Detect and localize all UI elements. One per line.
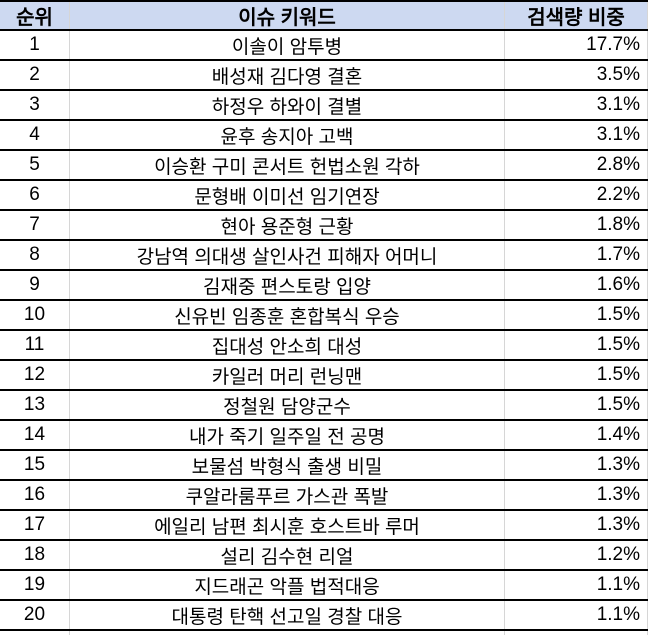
table-row: 20 대통령 탄핵 선고일 경찰 대응 1.1% (0, 601, 648, 631)
share-cell: 1.1% (505, 571, 648, 599)
rank-cell: 1 (0, 31, 70, 59)
share-cell: 2.2% (505, 181, 648, 209)
share-cell: 1.3% (505, 451, 648, 479)
keyword-cell: 지드래곤 악플 법적대응 (70, 571, 505, 599)
table-body: 1 이솔이 암투병 17.7% 2 배성재 김다영 결혼 3.5% 3 하정우 … (0, 31, 648, 631)
rank-cell: 13 (0, 391, 70, 419)
col-header-keyword: 이슈 키워드 (70, 2, 505, 29)
rank-cell: 3 (0, 91, 70, 119)
rank-cell: 18 (0, 541, 70, 569)
share-cell: 2.8% (505, 151, 648, 179)
table-row: 17 에일리 남편 최시훈 호스트바 루머 1.3% (0, 511, 648, 541)
rank-cell: 17 (0, 511, 70, 539)
table-row: 12 카일러 머리 런닝맨 1.5% (0, 361, 648, 391)
table-row: 14 내가 죽기 일주일 전 공명 1.4% (0, 421, 648, 451)
keyword-cell: 배성재 김다영 결혼 (70, 61, 505, 89)
keyword-cell: 이솔이 암투병 (70, 31, 505, 59)
table-row: 19 지드래곤 악플 법적대응 1.1% (0, 571, 648, 601)
share-cell: 17.7% (505, 31, 648, 59)
keyword-cell: 하정우 하와이 결별 (70, 91, 505, 119)
table-row: 8 강남역 의대생 살인사건 피해자 어머니 1.7% (0, 241, 648, 271)
share-cell: 1.7% (505, 241, 648, 269)
keyword-cell: 강남역 의대생 살인사건 피해자 어머니 (70, 241, 505, 269)
share-cell: 1.6% (505, 271, 648, 299)
table-row: 5 이승환 구미 콘서트 헌법소원 각하 2.8% (0, 151, 648, 181)
share-cell: 1.3% (505, 481, 648, 509)
rank-cell: 15 (0, 451, 70, 479)
keyword-cell: 윤후 송지아 고백 (70, 121, 505, 149)
gridline-stub (647, 631, 648, 635)
rank-cell: 9 (0, 271, 70, 299)
table-row: 6 문형배 이미선 임기연장 2.2% (0, 181, 648, 211)
share-cell: 3.1% (505, 91, 648, 119)
rank-cell: 12 (0, 361, 70, 389)
share-cell: 1.2% (505, 541, 648, 569)
col-header-rank: 순위 (0, 2, 70, 29)
keyword-cell: 설리 김수현 리얼 (70, 541, 505, 569)
table-row: 10 신유빈 임종훈 혼합복식 우승 1.5% (0, 301, 648, 331)
rank-cell: 10 (0, 301, 70, 329)
table-row: 13 정철원 담양군수 1.5% (0, 391, 648, 421)
col-header-share: 검색량 비중 (505, 2, 648, 29)
keyword-cell: 에일리 남편 최시훈 호스트바 루머 (70, 511, 505, 539)
keyword-cell: 카일러 머리 런닝맨 (70, 361, 505, 389)
keyword-cell: 집대성 안소희 대성 (70, 331, 505, 359)
gridline-stub (504, 631, 505, 635)
rank-cell: 14 (0, 421, 70, 449)
rank-cell: 16 (0, 481, 70, 509)
keyword-cell: 이승환 구미 콘서트 헌법소원 각하 (70, 151, 505, 179)
rank-cell: 11 (0, 331, 70, 359)
share-cell: 1.4% (505, 421, 648, 449)
rank-cell: 5 (0, 151, 70, 179)
table-header-row: 순위 이슈 키워드 검색량 비중 (0, 2, 648, 31)
table-row: 3 하정우 하와이 결별 3.1% (0, 91, 648, 121)
gridline-stub (69, 631, 70, 635)
rank-cell: 8 (0, 241, 70, 269)
rank-cell: 19 (0, 571, 70, 599)
table-row: 18 설리 김수현 리얼 1.2% (0, 541, 648, 571)
share-cell: 1.1% (505, 601, 648, 629)
keyword-cell: 보물섬 박형식 출생 비밀 (70, 451, 505, 479)
rank-cell: 6 (0, 181, 70, 209)
keyword-cell: 대통령 탄핵 선고일 경찰 대응 (70, 601, 505, 629)
share-cell: 1.8% (505, 211, 648, 239)
table-row: 9 김재중 편스토랑 입양 1.6% (0, 271, 648, 301)
share-cell: 1.3% (505, 511, 648, 539)
table-row: 16 쿠알라룸푸르 가스관 폭발 1.3% (0, 481, 648, 511)
share-cell: 3.1% (505, 121, 648, 149)
share-cell: 1.5% (505, 391, 648, 419)
share-cell: 3.5% (505, 61, 648, 89)
share-cell: 1.5% (505, 301, 648, 329)
keyword-cell: 문형배 이미선 임기연장 (70, 181, 505, 209)
keyword-cell: 쿠알라룸푸르 가스관 폭발 (70, 481, 505, 509)
table-row: 11 집대성 안소희 대성 1.5% (0, 331, 648, 361)
rank-cell: 20 (0, 601, 70, 629)
table-row: 1 이솔이 암투병 17.7% (0, 31, 648, 61)
keyword-cell: 현아 용준형 근황 (70, 211, 505, 239)
rank-cell: 2 (0, 61, 70, 89)
table-row: 4 윤후 송지아 고백 3.1% (0, 121, 648, 151)
table-row: 15 보물섬 박형식 출생 비밀 1.3% (0, 451, 648, 481)
keyword-cell: 김재중 편스토랑 입양 (70, 271, 505, 299)
rank-cell: 7 (0, 211, 70, 239)
table-row: 7 현아 용준형 근황 1.8% (0, 211, 648, 241)
keyword-cell: 내가 죽기 일주일 전 공명 (70, 421, 505, 449)
share-cell: 1.5% (505, 361, 648, 389)
rank-cell: 4 (0, 121, 70, 149)
share-cell: 1.5% (505, 331, 648, 359)
keyword-cell: 신유빈 임종훈 혼합복식 우승 (70, 301, 505, 329)
keyword-cell: 정철원 담양군수 (70, 391, 505, 419)
table-row: 2 배성재 김다영 결혼 3.5% (0, 61, 648, 91)
